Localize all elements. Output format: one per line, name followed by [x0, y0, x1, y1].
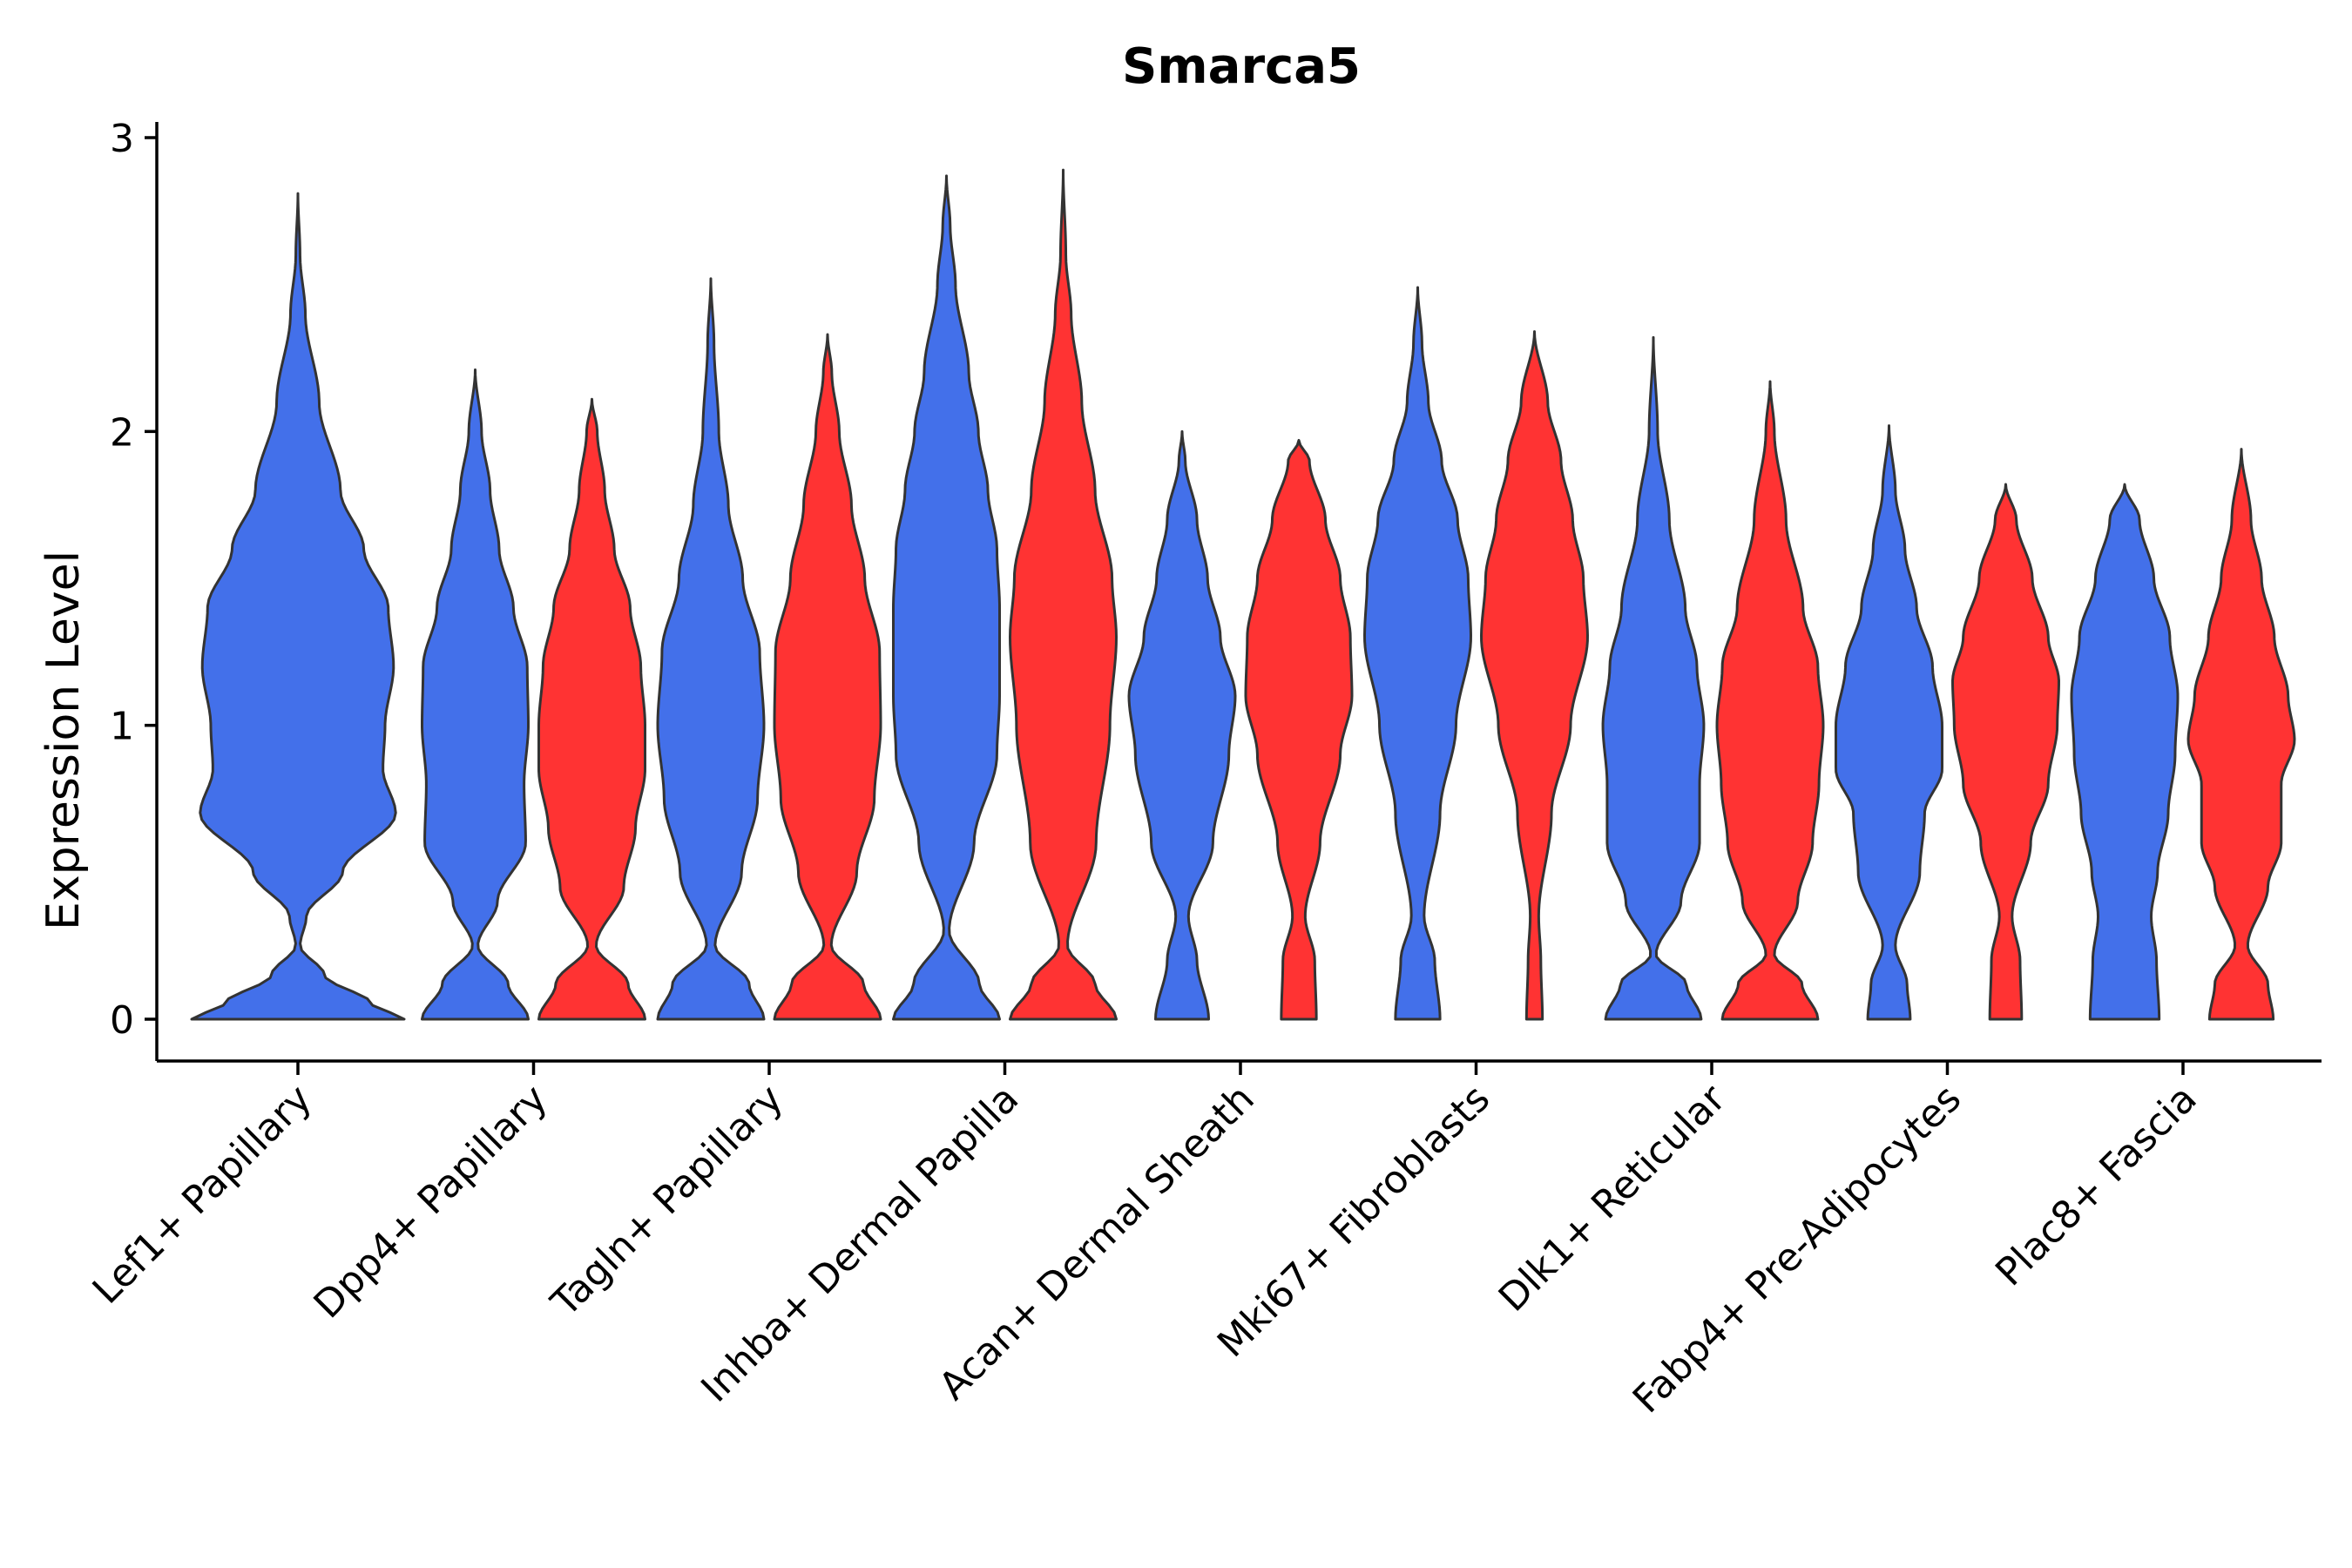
- violin-red: [1715, 380, 1825, 1021]
- violin-blue: [1835, 424, 1943, 1021]
- x-tick-label: Dlk1+ Reticular: [1490, 1076, 1735, 1321]
- violin-red: [2186, 448, 2296, 1021]
- violin-blue: [656, 277, 766, 1021]
- x-tick-label: Dpp4+ Papillary: [306, 1077, 557, 1328]
- violin-blue: [190, 192, 406, 1021]
- x-tick-label: Lef1+ Papillary: [84, 1077, 321, 1313]
- violin-blue: [892, 174, 1001, 1021]
- violin-blue: [1127, 429, 1237, 1021]
- chart-title: Smarca5: [1122, 38, 1361, 95]
- x-tick-label: Tagln+ Papillary: [543, 1077, 792, 1326]
- violin-red: [773, 333, 882, 1021]
- y-tick-label: 0: [110, 998, 134, 1043]
- violin-red: [537, 397, 646, 1021]
- violin-blue: [1601, 335, 1706, 1021]
- violin-red: [1480, 330, 1589, 1021]
- violin-red: [1244, 438, 1354, 1021]
- x-tick-label: Plac8+ Fascia: [1987, 1077, 2206, 1295]
- violin-blue: [2070, 483, 2180, 1021]
- y-tick-label: 3: [110, 117, 134, 161]
- x-tick-label: Mki67+ Fibroblasts: [1209, 1077, 1498, 1366]
- violin-blue: [421, 368, 530, 1021]
- violin-red: [1951, 483, 2060, 1021]
- violin-blue: [1363, 286, 1472, 1021]
- y-tick-label: 1: [110, 705, 134, 749]
- y-axis-label: Expression Level: [37, 551, 90, 930]
- violin-layer: [190, 168, 2296, 1021]
- violin-red: [1009, 168, 1118, 1021]
- y-tick-label: 2: [110, 410, 134, 455]
